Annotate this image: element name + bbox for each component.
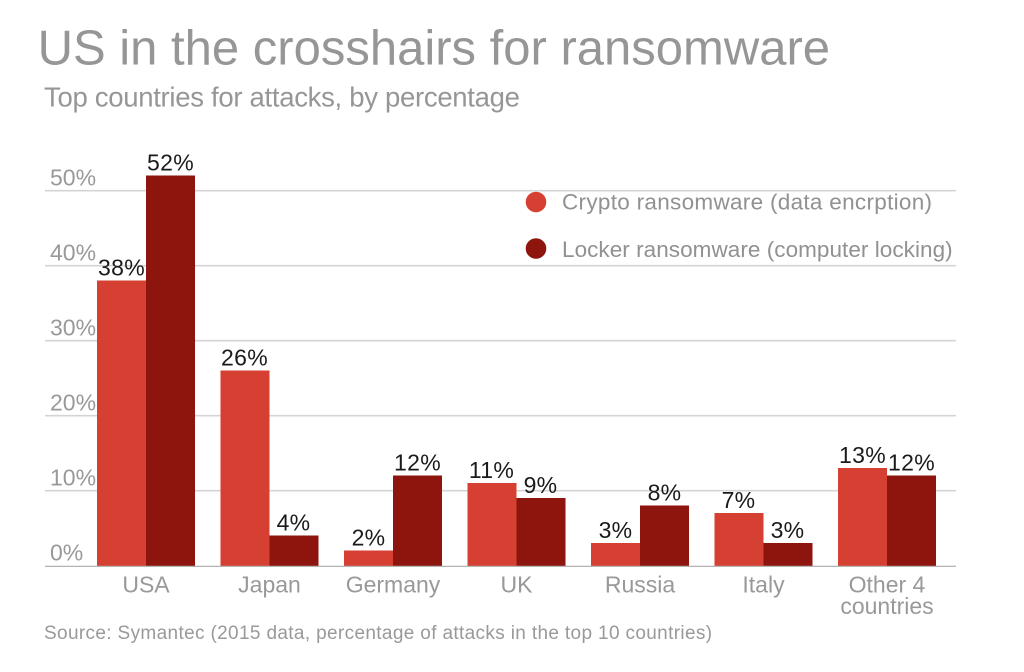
svg-text:Russia: Russia bbox=[605, 572, 676, 598]
svg-text:Source: Symantec (2015 data, p: Source: Symantec (2015 data, percentage … bbox=[44, 623, 712, 644]
svg-text:Japan: Japan bbox=[238, 572, 301, 598]
svg-text:12%: 12% bbox=[888, 450, 935, 476]
svg-text:9%: 9% bbox=[524, 472, 558, 498]
svg-text:Top countries for attacks, by: Top countries for attacks, by percentage bbox=[44, 81, 520, 112]
svg-text:0%: 0% bbox=[50, 540, 83, 566]
svg-text:Crypto ransomware (data encrpt: Crypto ransomware (data encrption) bbox=[562, 190, 932, 215]
svg-text:Italy: Italy bbox=[742, 572, 785, 598]
svg-text:10%: 10% bbox=[50, 465, 96, 491]
svg-text:countries: countries bbox=[840, 593, 933, 619]
svg-text:30%: 30% bbox=[50, 315, 96, 341]
svg-text:2%: 2% bbox=[352, 525, 386, 551]
svg-text:40%: 40% bbox=[50, 240, 96, 266]
svg-text:52%: 52% bbox=[147, 150, 194, 176]
svg-text:50%: 50% bbox=[50, 165, 96, 191]
svg-text:38%: 38% bbox=[98, 255, 145, 281]
svg-text:UK: UK bbox=[501, 572, 534, 598]
svg-text:Locker ransomware (computer lo: Locker ransomware (computer locking) bbox=[562, 237, 953, 262]
svg-text:12%: 12% bbox=[394, 450, 441, 476]
svg-text:4%: 4% bbox=[277, 510, 311, 536]
svg-text:26%: 26% bbox=[221, 345, 268, 371]
svg-text:20%: 20% bbox=[50, 390, 96, 416]
svg-text:11%: 11% bbox=[469, 457, 514, 483]
svg-text:USA: USA bbox=[122, 572, 170, 598]
svg-text:Other 4: Other 4 bbox=[849, 572, 926, 598]
svg-text:Germany: Germany bbox=[346, 572, 441, 598]
svg-text:3%: 3% bbox=[599, 517, 633, 543]
svg-text:3%: 3% bbox=[771, 517, 805, 543]
svg-text:US in the crosshairs for ranso: US in the crosshairs for ransomware bbox=[38, 21, 830, 75]
svg-text:7%: 7% bbox=[722, 487, 756, 513]
svg-text:8%: 8% bbox=[648, 480, 682, 506]
svg-text:13%: 13% bbox=[839, 442, 886, 468]
